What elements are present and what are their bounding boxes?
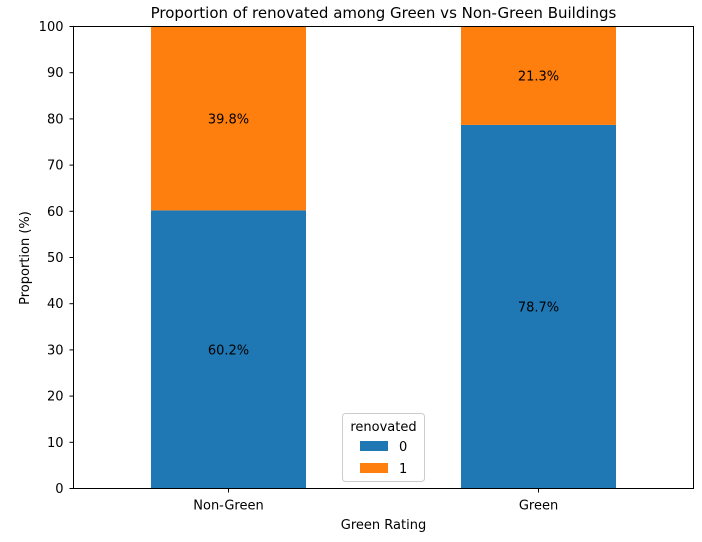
legend-items: 01 xyxy=(360,440,407,477)
y-tick-label: 60 xyxy=(47,205,64,220)
legend-title: renovated xyxy=(350,420,416,435)
legend-swatch-1 xyxy=(360,463,388,473)
bar-value-label: 60.2% xyxy=(208,343,249,358)
bar-labels-group: 60.2% 39.8% 78.7% 21.3% xyxy=(208,70,559,359)
y-axis-label: Proportion (%) xyxy=(18,211,33,305)
y-tick-label: 10 xyxy=(47,436,64,451)
y-tick-label: 70 xyxy=(47,159,64,174)
bar-value-label: 78.7% xyxy=(518,301,559,316)
y-tick-label: 20 xyxy=(47,390,64,405)
bar-green-renovated-1 xyxy=(461,26,616,125)
chart-title: Proportion of renovated among Green vs N… xyxy=(151,4,617,22)
bar-non-green-renovated-1 xyxy=(151,26,306,211)
legend-entry-label: 1 xyxy=(399,462,407,477)
bar-value-label: 39.8% xyxy=(208,112,249,127)
plot-area: 60.2%39.8%78.7%21.3% 0102030405060708090… xyxy=(39,20,694,514)
y-tick-label: 50 xyxy=(47,251,64,266)
x-tick-label: Non-Green xyxy=(193,499,263,514)
legend-entry-label: 0 xyxy=(399,440,407,455)
bar-green-renovated-0 xyxy=(461,124,616,489)
y-tick-label: 30 xyxy=(47,343,64,358)
x-tick-label: Green xyxy=(519,499,558,514)
y-axis: 0 10 20 30 40 50 60 70 80 90 100 xyxy=(39,20,74,497)
legend-swatch-0 xyxy=(360,441,388,451)
y-tick-label: 90 xyxy=(47,66,64,81)
bar-non-green-renovated-0 xyxy=(151,210,306,489)
x-axis: Non-Green Green xyxy=(193,488,558,514)
y-tick-label: 80 xyxy=(47,112,64,127)
bar-value-label: 21.3% xyxy=(518,70,559,85)
x-axis-label: Green Rating xyxy=(341,518,426,533)
y-tick-label: 100 xyxy=(39,20,64,35)
legend: renovated 01 xyxy=(342,413,425,482)
y-tick-label: 0 xyxy=(55,482,63,497)
bars-group xyxy=(151,26,616,489)
y-tick-label: 40 xyxy=(47,297,64,312)
